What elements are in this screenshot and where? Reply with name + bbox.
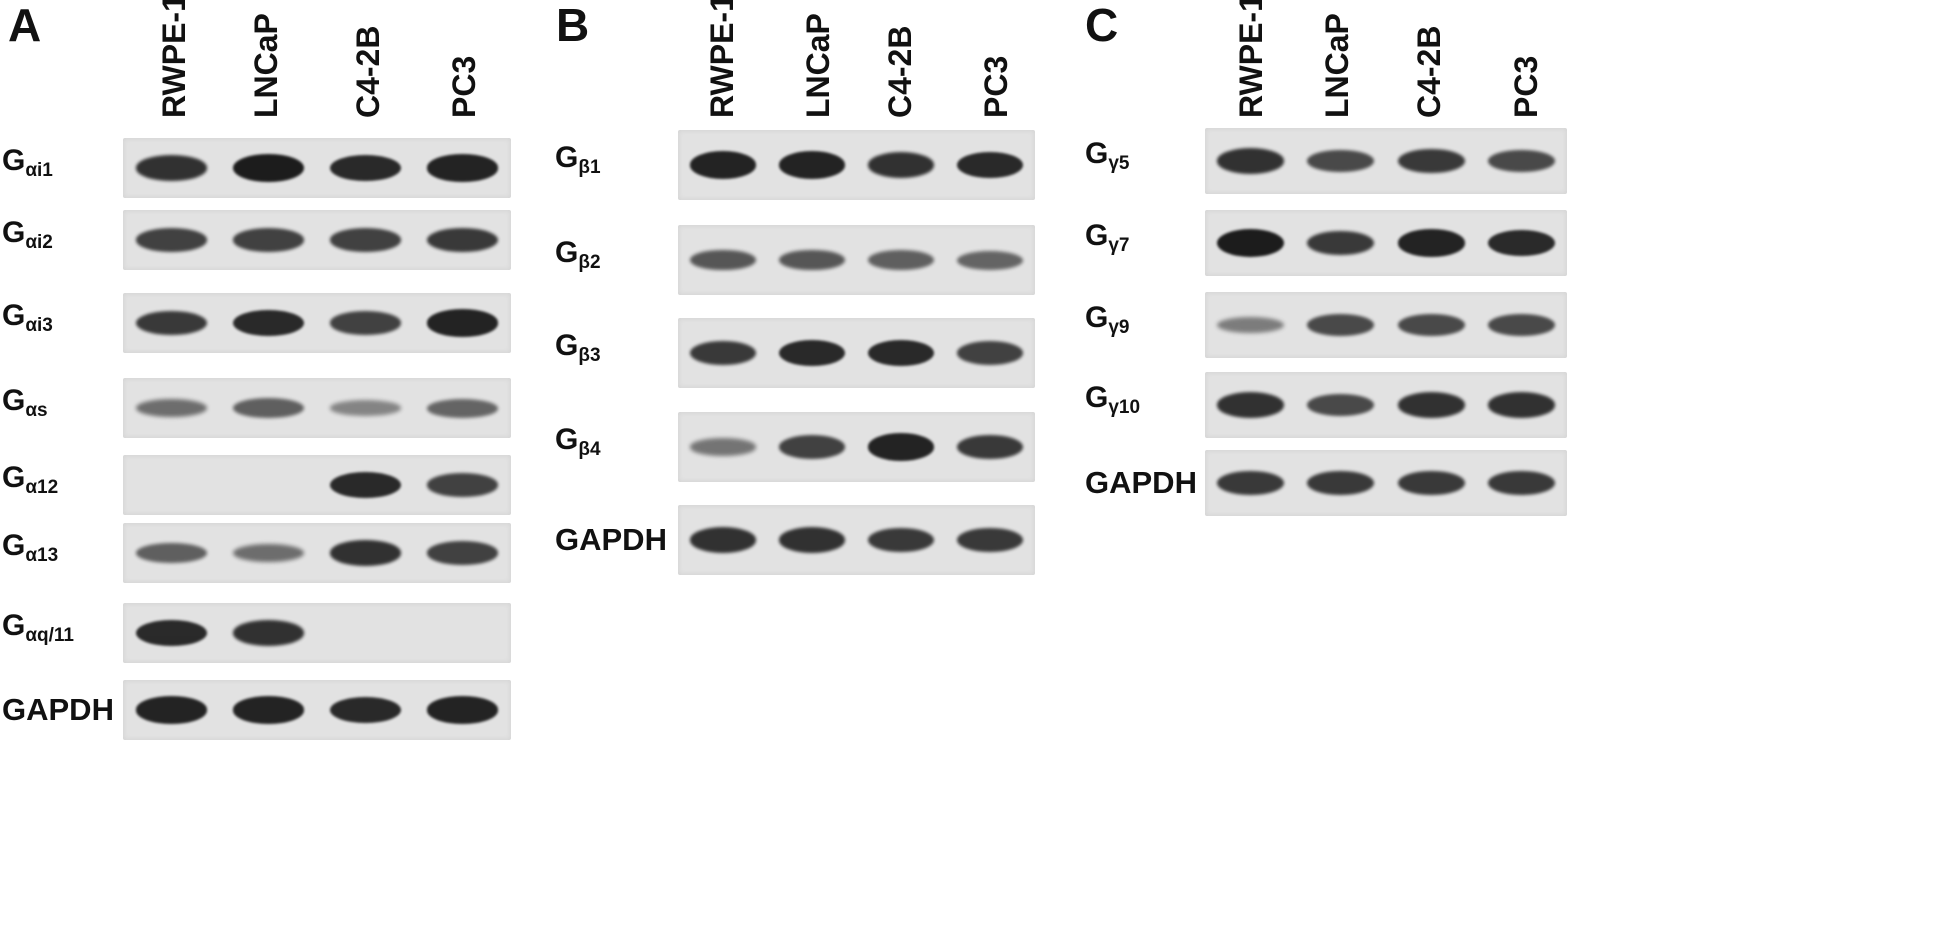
blot-strip xyxy=(1205,210,1567,276)
western-band xyxy=(1488,150,1555,173)
blot-strip xyxy=(1205,450,1567,516)
western-band xyxy=(1488,471,1555,495)
western-band xyxy=(1398,229,1465,256)
western-band xyxy=(1398,392,1465,417)
lane-header: RWPE-1 xyxy=(1235,0,1267,118)
blot-strip xyxy=(1205,292,1567,358)
row-label-sub: γ7 xyxy=(1108,235,1129,256)
lane-header: PC3 xyxy=(1510,56,1542,118)
row-label-base: G xyxy=(1085,137,1108,170)
row-label: Gγ7 xyxy=(1085,221,1129,255)
western-band xyxy=(1307,231,1374,255)
western-band xyxy=(1217,229,1284,257)
lane-header: C4-2B xyxy=(1413,26,1445,118)
row-label-base: G xyxy=(1085,381,1108,414)
western-band xyxy=(1398,149,1465,173)
row-label: Gγ5 xyxy=(1085,139,1129,173)
western-band xyxy=(1398,471,1465,495)
panel-letter: C xyxy=(1085,2,1118,48)
western-band xyxy=(1217,471,1284,495)
row-label-sub: γ9 xyxy=(1108,317,1129,338)
western-band xyxy=(1217,148,1284,173)
row-label-sub: γ5 xyxy=(1108,153,1129,174)
western-band xyxy=(1488,314,1555,337)
western-band xyxy=(1488,230,1555,256)
western-band xyxy=(1217,392,1284,417)
western-band xyxy=(1307,471,1374,495)
row-label-base: G xyxy=(1085,219,1108,252)
western-band xyxy=(1488,392,1555,417)
blot-strip xyxy=(1205,372,1567,438)
western-band xyxy=(1307,394,1374,417)
western-band xyxy=(1217,317,1284,333)
row-label: GAPDH xyxy=(1085,467,1197,498)
lane-header: LNCaP xyxy=(1321,13,1353,118)
western-band xyxy=(1307,150,1374,173)
row-label-base: GAPDH xyxy=(1085,465,1197,500)
western-band xyxy=(1398,314,1465,337)
western-band xyxy=(1307,314,1374,337)
row-label: Gγ10 xyxy=(1085,383,1140,417)
row-label-base: G xyxy=(1085,301,1108,334)
row-label: Gγ9 xyxy=(1085,303,1129,337)
row-label-sub: γ10 xyxy=(1108,397,1140,418)
blot-strip xyxy=(1205,128,1567,194)
